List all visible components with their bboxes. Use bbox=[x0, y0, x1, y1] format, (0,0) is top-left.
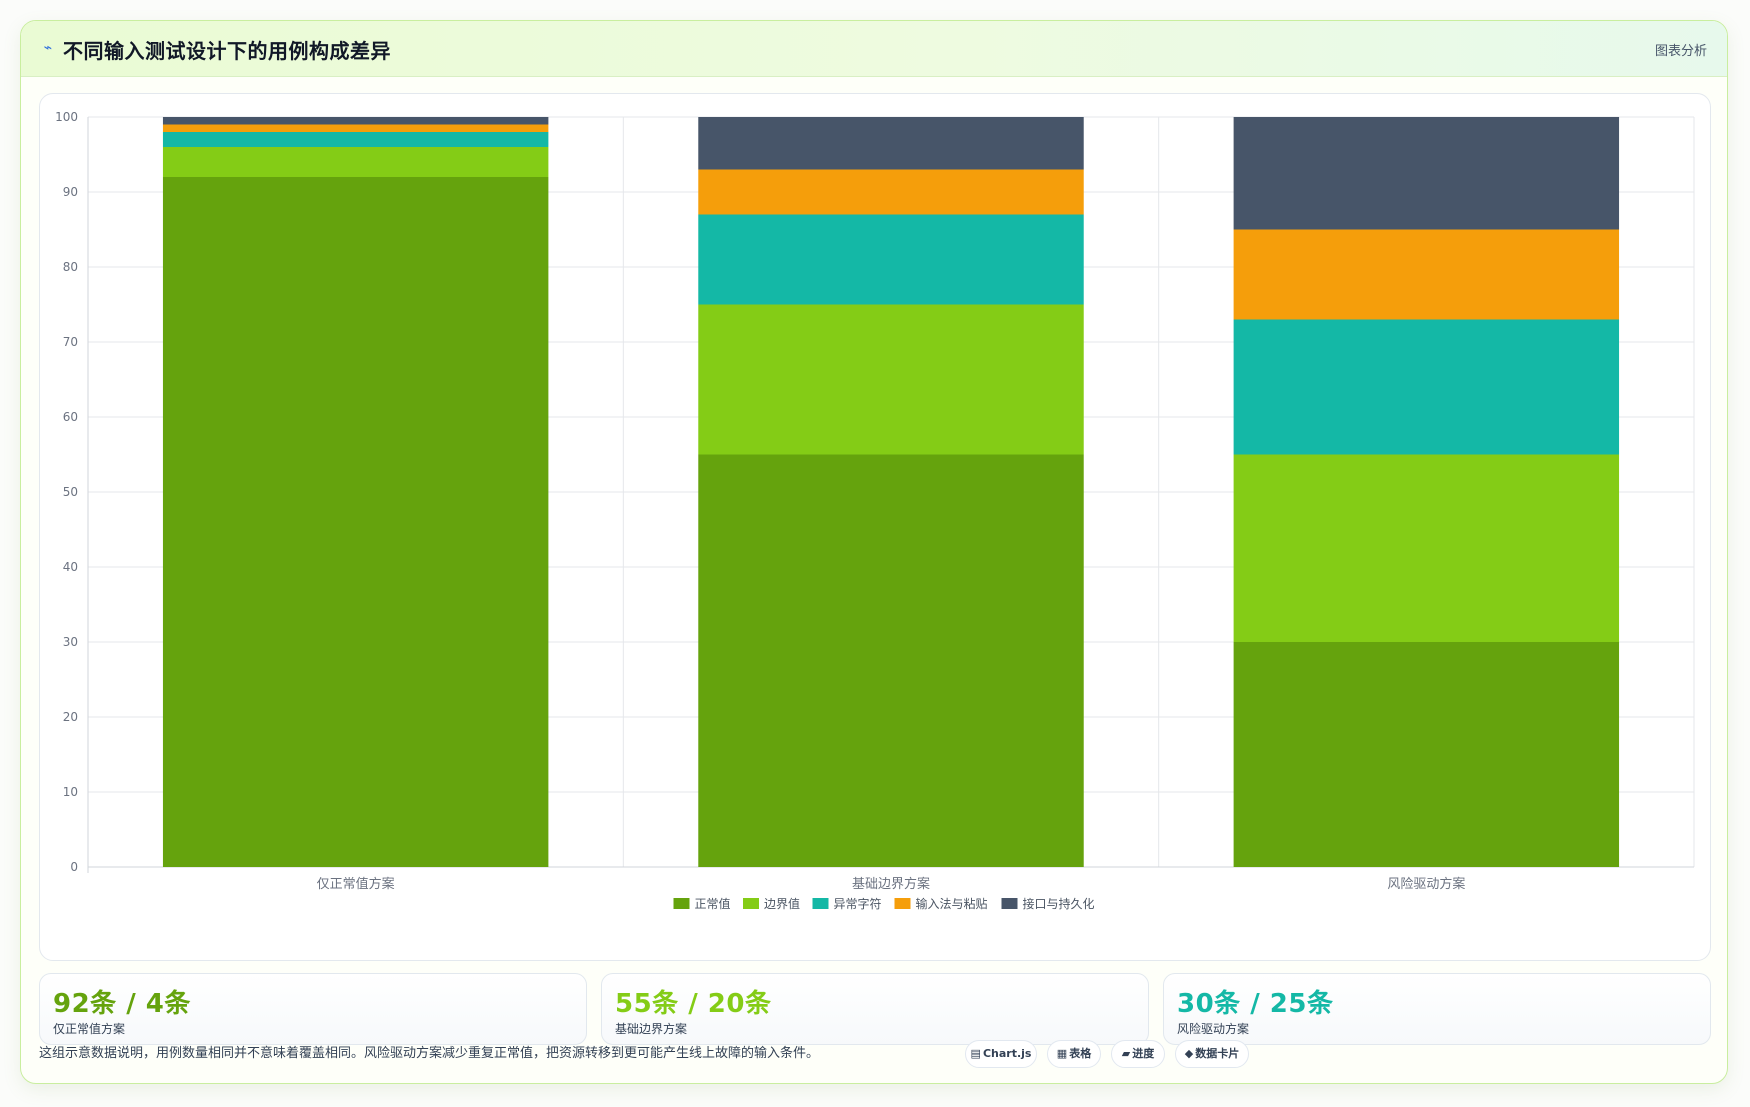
legend-label: 正常值 bbox=[695, 896, 731, 911]
legend-item[interactable]: 正常值 bbox=[673, 896, 731, 911]
tag-label: 进度 bbox=[1132, 1047, 1155, 1060]
legend-label: 输入法与粘贴 bbox=[916, 896, 988, 911]
stat-value: 55条 / 20条 bbox=[615, 989, 772, 1019]
activity-icon: ⌁ bbox=[43, 40, 53, 56]
page-title: 不同输入测试设计下的用例构成差异 bbox=[63, 39, 391, 63]
tag-table[interactable]: ▦ 表格 bbox=[1047, 1040, 1101, 1068]
stat-label: 基础边界方案 bbox=[615, 1022, 688, 1036]
y-tick-label: 40 bbox=[63, 560, 78, 574]
y-tick-label: 80 bbox=[63, 260, 78, 274]
progress-icon: ▰ bbox=[1121, 1047, 1131, 1060]
y-tick-label: 70 bbox=[63, 335, 78, 349]
y-tick-label: 50 bbox=[63, 485, 78, 499]
stat-value: 92条 / 4条 bbox=[53, 989, 191, 1019]
x-tick-label: 基础边界方案 bbox=[852, 876, 930, 892]
stat-card-basic-boundary: 55条 / 20条 基础边界方案 bbox=[601, 973, 1149, 1045]
tag-label: Chart.js bbox=[982, 1047, 1032, 1060]
legend-item[interactable]: 边界值 bbox=[743, 896, 800, 911]
card-header: ⌁ 不同输入测试设计下的用例构成差异 图表分析 bbox=[21, 21, 1727, 77]
stat-value: 30条 / 25条 bbox=[1177, 989, 1334, 1019]
bar-segment bbox=[1233, 454, 1620, 642]
legend-item[interactable]: 输入法与粘贴 bbox=[894, 896, 988, 911]
bar-segment bbox=[698, 304, 1084, 455]
tag-chartjs[interactable]: ▤ Chart.js bbox=[965, 1040, 1037, 1068]
stacked-bar-chart: 0 10 20 30 40 50 60 70 80 90 100 仅正常值方案 基础边界方案 风险驱动方案… bbox=[55, 110, 1695, 911]
bar-segment bbox=[698, 454, 1084, 867]
y-tick-label: 90 bbox=[63, 185, 78, 199]
y-tick-label: 100 bbox=[55, 110, 78, 124]
tag-label: 数据卡片 bbox=[1195, 1047, 1240, 1060]
bar-segment bbox=[1233, 642, 1620, 867]
bar-segment bbox=[1233, 117, 1620, 230]
bar-segment bbox=[162, 124, 549, 132]
chart-icon: ▤ bbox=[970, 1047, 981, 1060]
bar-segment bbox=[1233, 229, 1620, 320]
chart-panel: 0 10 20 30 40 50 60 70 80 90 100 仅正常值方案 基础边界方案 风险驱动方案… bbox=[39, 93, 1711, 961]
y-tick-label: 10 bbox=[63, 785, 78, 799]
bar-segment bbox=[162, 177, 549, 867]
legend-item[interactable]: 异常字符 bbox=[812, 896, 882, 911]
legend-swatch bbox=[812, 898, 829, 909]
bar-segment bbox=[698, 117, 1084, 170]
legend-swatch bbox=[743, 898, 759, 909]
legend-swatch bbox=[894, 898, 911, 909]
legend-swatch bbox=[673, 898, 690, 909]
bar-segment bbox=[1233, 319, 1620, 455]
legend-label: 接口与持久化 bbox=[1023, 896, 1095, 911]
tag-label: 表格 bbox=[1069, 1047, 1092, 1060]
y-tick-label: 30 bbox=[63, 635, 78, 649]
legend-swatch bbox=[1001, 898, 1018, 909]
stat-label: 风险驱动方案 bbox=[1177, 1022, 1250, 1036]
y-tick-label: 20 bbox=[63, 710, 78, 724]
bar-segment bbox=[162, 132, 549, 147]
x-tick-label: 风险驱动方案 bbox=[1387, 876, 1465, 892]
card-icon: ◆ bbox=[1184, 1047, 1194, 1060]
bar-segment bbox=[162, 147, 549, 177]
bar-segment bbox=[698, 214, 1084, 305]
chart-note: 这组示意数据说明，用例数量相同并不意味着覆盖相同。风险驱动方案减少重复正常值，把… bbox=[39, 1046, 820, 1061]
stat-card-risk-driven: 30条 / 25条 风险驱动方案 bbox=[1163, 973, 1711, 1045]
legend-item[interactable]: 接口与持久化 bbox=[1001, 896, 1095, 911]
legend-label: 异常字符 bbox=[834, 896, 882, 911]
chart-analysis-label: 图表分析 bbox=[1654, 44, 1707, 59]
bar-segment bbox=[698, 169, 1084, 215]
tag-progress[interactable]: ▰ 进度 bbox=[1111, 1040, 1165, 1068]
legend-label: 边界值 bbox=[764, 896, 800, 911]
y-tick-label: 60 bbox=[63, 410, 78, 424]
chart-card: ⌁ 不同输入测试设计下的用例构成差异 图表分析 0 10 20 30 40 50 60 70 8… bbox=[20, 20, 1728, 1084]
x-tick-label: 仅正常值方案 bbox=[317, 876, 395, 892]
y-tick-label: 0 bbox=[70, 860, 78, 874]
tag-data-card[interactable]: ◆ 数据卡片 bbox=[1175, 1040, 1249, 1068]
bar-segment bbox=[162, 117, 549, 125]
stat-label: 仅正常值方案 bbox=[53, 1022, 126, 1036]
stat-card-normal-only: 92条 / 4条 仅正常值方案 bbox=[39, 973, 587, 1045]
table-icon: ▦ bbox=[1056, 1047, 1068, 1060]
